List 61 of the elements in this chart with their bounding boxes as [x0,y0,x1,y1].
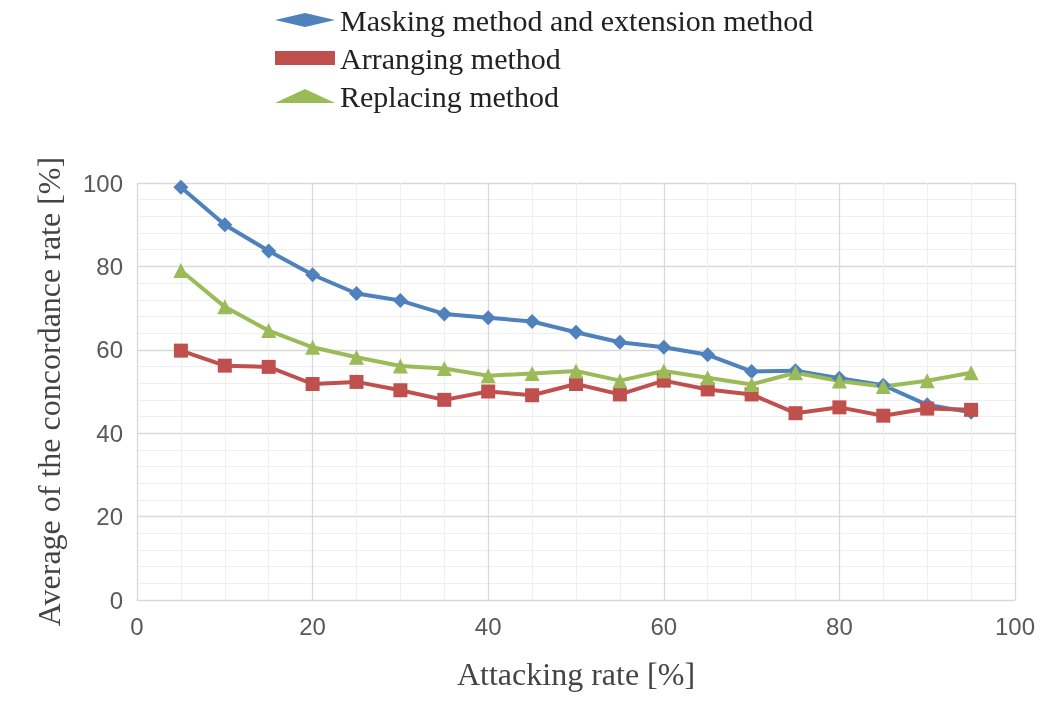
y-tick-label: 0 [109,586,123,614]
point [217,358,232,373]
point [217,217,233,233]
legend-label: Replacing method [340,79,560,113]
point [349,286,364,302]
point [480,310,496,326]
y-tick-label: 100 [82,169,123,197]
point [876,408,891,423]
point [480,368,496,384]
point [392,358,408,374]
x-tick-label: 0 [130,612,144,640]
point [920,401,935,416]
point [349,349,364,365]
point [173,263,189,279]
point [436,306,452,322]
point [524,366,540,382]
x-tick-label: 60 [650,612,678,640]
point [481,384,496,399]
y-tick-label: 80 [96,252,123,280]
point [261,323,277,339]
point [436,361,452,377]
y-tick-label: 20 [96,503,123,531]
x-tick-label: 20 [299,612,326,640]
point [919,373,935,389]
point [305,267,321,283]
point [173,179,189,195]
y-tick-label: 60 [96,336,123,364]
x-tick-label: 40 [474,612,502,640]
point [963,365,979,381]
point [305,339,321,355]
point [217,299,233,315]
point [612,334,628,350]
point [392,293,408,309]
point [656,363,672,379]
x-tick-label: 80 [826,612,853,640]
legend-label: Masking method and extension method [340,3,814,37]
point [261,243,277,259]
x-tick-label: 100 [994,612,1036,640]
point [700,370,716,386]
point [788,406,803,421]
point [173,343,188,358]
point [568,324,584,340]
point [612,373,628,389]
legend-label: Arranging method [340,41,561,75]
point [261,359,276,374]
x-axis-title: Attacking rate [%] [456,656,696,692]
point [524,313,540,329]
point [744,363,760,379]
y-axis-title: Average of the concordance rate [%] [31,156,67,627]
point [656,339,672,355]
point [832,400,847,415]
point [525,388,540,403]
y-tick-label: 40 [96,419,123,447]
point [612,387,627,402]
point [393,383,408,398]
point [744,376,760,392]
point [305,376,320,391]
point [700,347,716,363]
point [349,374,364,389]
point [437,392,452,407]
point [568,363,584,379]
